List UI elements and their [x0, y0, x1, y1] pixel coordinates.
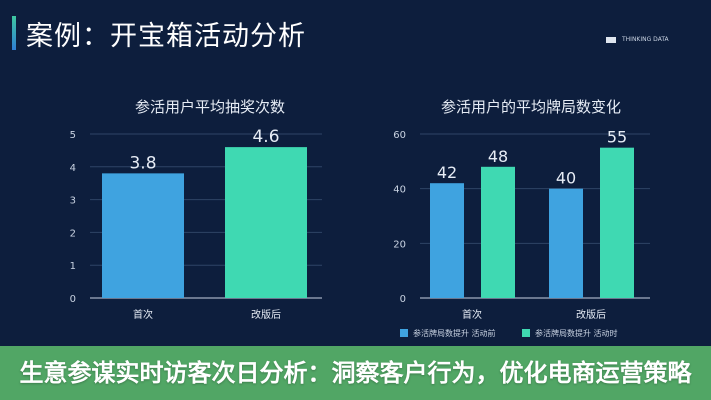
banner-text: 生意参谋实时访客次日分析：洞察客户行为，优化电商运营策略: [19, 359, 692, 387]
y-tick-label: 60: [393, 130, 406, 141]
x-tick-label: 改版后: [251, 308, 281, 321]
chart-title: 参活用户平均抽奖次数: [135, 98, 285, 116]
data-label: 55: [607, 128, 627, 147]
overlay-banner: 生意参谋实时访客次日分析：洞察客户行为，优化电商运营策略: [0, 346, 711, 400]
legend-swatch: [400, 329, 408, 337]
y-tick-label: 20: [393, 239, 406, 250]
legend-swatch: [522, 329, 530, 337]
data-label: 42: [437, 163, 457, 182]
y-tick-label: 3: [70, 196, 76, 207]
y-tick-label: 4: [70, 163, 76, 174]
bar: [481, 166, 515, 298]
data-label: 3.8: [129, 153, 156, 173]
data-label: 48: [488, 147, 508, 166]
bar: [549, 188, 583, 298]
y-tick-label: 2: [70, 228, 76, 239]
page-title: 案例：开宝箱活动分析: [26, 21, 306, 52]
brand-logo-icon: [606, 36, 616, 43]
y-tick-label: 40: [393, 185, 406, 196]
x-tick-label: 首次: [462, 308, 482, 321]
bar: [600, 147, 634, 298]
x-tick-label: 改版后: [576, 308, 606, 321]
data-label: 40: [556, 169, 576, 188]
chart-title: 参活用户的平均牌局数变化: [441, 98, 621, 116]
legend-label: 参活牌局数提升 活动时: [535, 328, 618, 338]
legend-label: 参活牌局数提升 活动前: [413, 328, 496, 338]
bar: [430, 183, 464, 298]
x-tick-label: 首次: [133, 308, 153, 321]
title-accent-bar: [12, 16, 16, 50]
y-tick-label: 0: [70, 294, 76, 305]
data-label: 4.6: [252, 127, 279, 147]
y-tick-label: 5: [70, 130, 76, 141]
brand-name: THINKING DATA: [622, 36, 669, 43]
y-tick-label: 1: [70, 261, 76, 272]
y-tick-label: 0: [400, 294, 406, 305]
bar: [102, 173, 184, 298]
bar: [225, 147, 307, 298]
brand: THINKING DATA: [606, 36, 669, 43]
